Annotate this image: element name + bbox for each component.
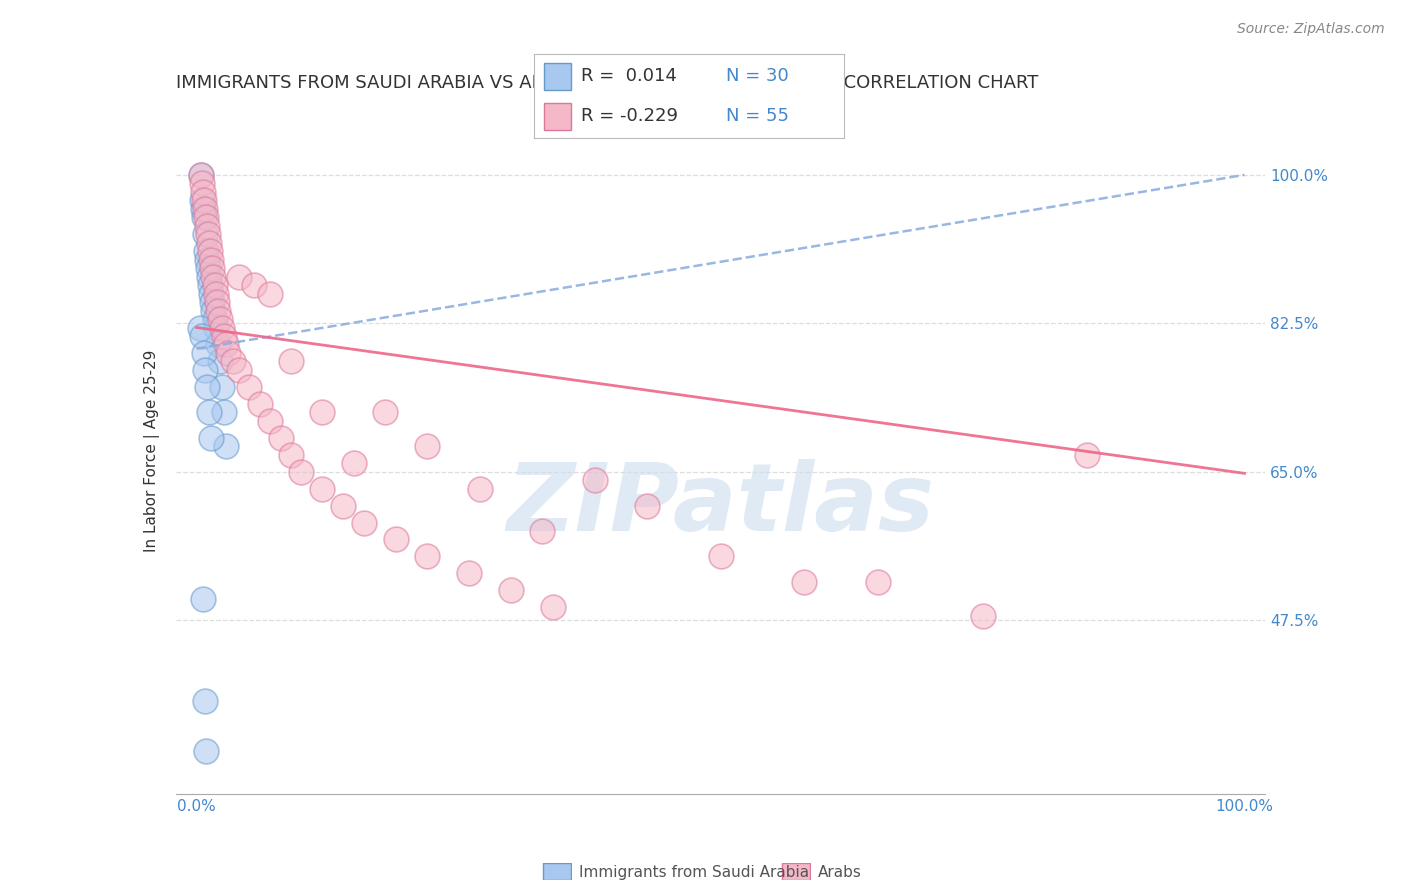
- Point: [194, 693, 217, 707]
- Point: [195, 252, 218, 267]
- Point: [200, 278, 222, 293]
- Point: [198, 405, 221, 419]
- Point: [866, 574, 889, 589]
- Point: [193, 211, 215, 225]
- Point: [204, 320, 226, 334]
- Point: [207, 303, 229, 318]
- Point: [332, 499, 354, 513]
- Y-axis label: In Labor Force | Age 25-29: In Labor Force | Age 25-29: [143, 350, 160, 551]
- Text: R =  0.014: R = 0.014: [581, 68, 676, 86]
- Point: [211, 320, 233, 334]
- Point: [583, 473, 606, 487]
- Point: [204, 278, 226, 293]
- Point: [541, 600, 564, 615]
- Point: [499, 583, 522, 598]
- Point: [531, 524, 554, 538]
- Point: [190, 168, 212, 182]
- Text: N = 30: N = 30: [725, 68, 789, 86]
- Point: [200, 252, 222, 267]
- Point: [468, 482, 491, 496]
- Point: [1076, 448, 1098, 462]
- Point: [238, 380, 260, 394]
- Point: [204, 286, 226, 301]
- Point: [374, 405, 396, 419]
- Point: [249, 397, 271, 411]
- Point: [243, 278, 266, 293]
- Point: [416, 549, 439, 564]
- Point: [200, 244, 222, 259]
- Point: [636, 499, 658, 513]
- Point: [202, 303, 225, 318]
- Point: [194, 202, 217, 216]
- Point: [191, 177, 214, 191]
- Point: [197, 227, 219, 242]
- Point: [709, 549, 731, 564]
- Point: [212, 405, 235, 419]
- Point: [201, 261, 224, 276]
- Point: [194, 227, 217, 242]
- Point: [205, 295, 228, 310]
- Point: [353, 516, 375, 530]
- Text: ZIPatlas: ZIPatlas: [506, 459, 935, 551]
- Point: [195, 211, 218, 225]
- Point: [200, 286, 222, 301]
- Point: [195, 744, 218, 758]
- Point: [191, 202, 214, 216]
- Point: [198, 235, 221, 250]
- Point: [384, 533, 406, 547]
- Point: [458, 566, 481, 581]
- Bar: [544, 103, 571, 130]
- Point: [311, 405, 333, 419]
- Point: [191, 185, 214, 199]
- Point: [215, 439, 238, 453]
- Point: [195, 380, 218, 394]
- Text: Source: ZipAtlas.com: Source: ZipAtlas.com: [1237, 22, 1385, 37]
- Point: [208, 312, 231, 326]
- Point: [259, 286, 281, 301]
- Text: N = 55: N = 55: [725, 107, 789, 125]
- Point: [188, 320, 211, 334]
- Point: [228, 363, 250, 377]
- Point: [259, 414, 281, 428]
- Point: [972, 608, 994, 623]
- Text: Immigrants from Saudi Arabia: Immigrants from Saudi Arabia: [579, 865, 810, 880]
- Point: [280, 354, 302, 368]
- Point: [193, 194, 215, 208]
- Point: [212, 329, 235, 343]
- Point: [228, 269, 250, 284]
- Point: [222, 354, 245, 368]
- Point: [280, 448, 302, 462]
- Point: [208, 354, 231, 368]
- Point: [200, 431, 222, 445]
- Point: [201, 295, 224, 310]
- Point: [190, 168, 212, 182]
- Point: [195, 244, 218, 259]
- Point: [311, 482, 333, 496]
- Point: [198, 269, 221, 284]
- Point: [191, 194, 214, 208]
- Text: IMMIGRANTS FROM SAUDI ARABIA VS ARAB IN LABOR FORCE | AGE 25-29 CORRELATION CHAR: IMMIGRANTS FROM SAUDI ARABIA VS ARAB IN …: [176, 74, 1038, 92]
- Point: [194, 363, 217, 377]
- Point: [191, 329, 214, 343]
- Point: [290, 465, 312, 479]
- Point: [211, 380, 233, 394]
- Point: [202, 269, 225, 284]
- Point: [215, 337, 238, 351]
- Point: [195, 219, 218, 233]
- Point: [193, 346, 215, 360]
- Point: [270, 431, 292, 445]
- Text: R = -0.229: R = -0.229: [581, 107, 678, 125]
- Text: Arabs: Arabs: [818, 865, 862, 880]
- Point: [793, 574, 815, 589]
- Point: [197, 261, 219, 276]
- Point: [343, 456, 366, 470]
- Point: [217, 346, 239, 360]
- Point: [204, 312, 226, 326]
- Bar: [544, 62, 571, 90]
- Point: [416, 439, 439, 453]
- Point: [191, 591, 214, 606]
- Point: [207, 337, 229, 351]
